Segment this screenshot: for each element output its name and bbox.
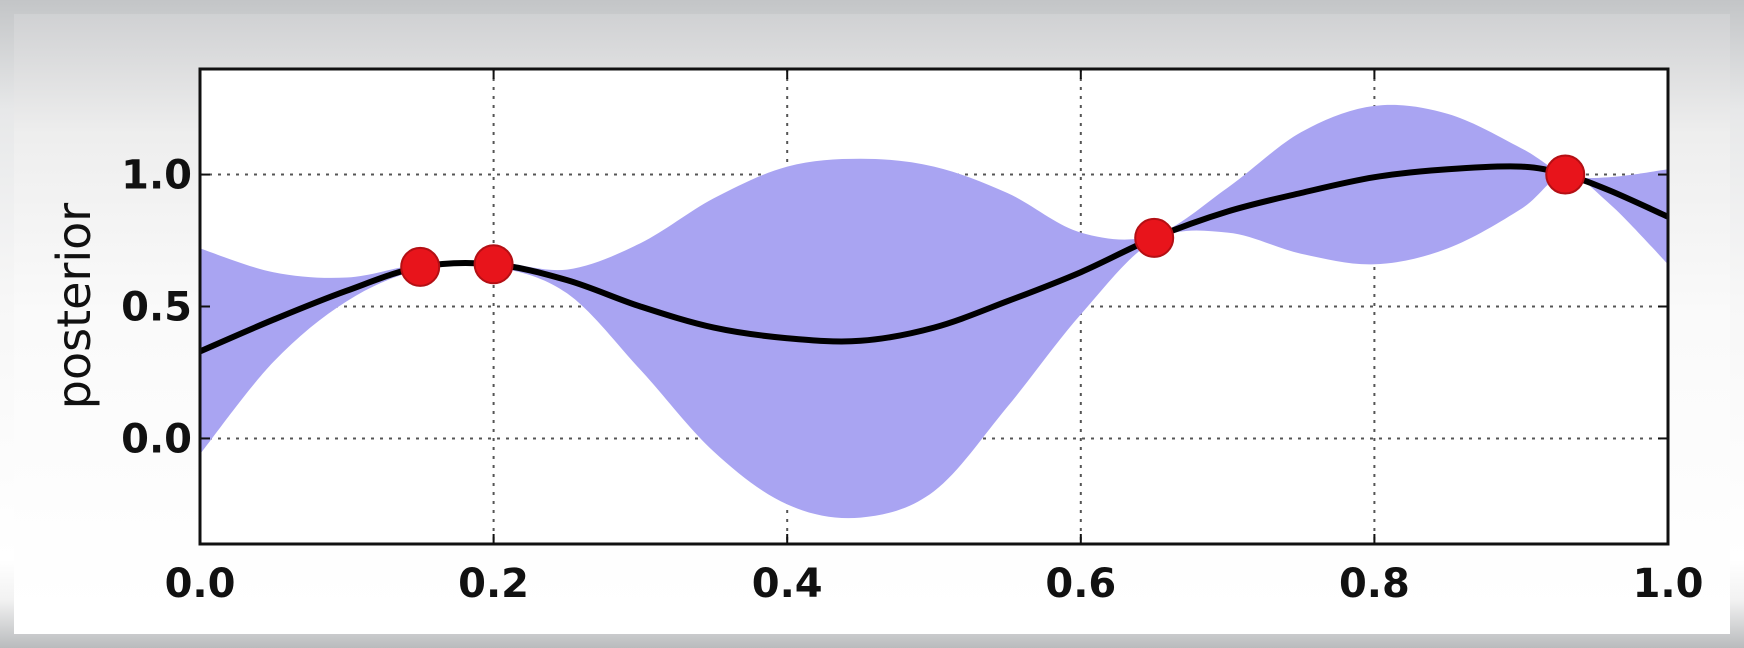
x-tick-label: 0.4	[752, 561, 823, 607]
x-tick-label: 0.6	[1045, 561, 1116, 607]
observation-point	[1134, 217, 1175, 258]
y-tick-label: 0.0	[121, 416, 192, 462]
confidence-band	[200, 104, 1668, 519]
posterior-mean-line	[200, 163, 1668, 355]
grid-lines	[200, 69, 1668, 544]
y-ticks: 0.0 0.5 1.0	[121, 153, 1668, 462]
x-tick-label: 0.2	[458, 561, 529, 607]
observations	[400, 154, 1586, 287]
x-tick-label: 0.8	[1339, 561, 1410, 607]
observation-point	[473, 244, 514, 285]
y-tick-label: 1.0	[121, 153, 192, 199]
observation-point	[1545, 154, 1586, 195]
y-tick-label: 0.5	[121, 285, 192, 331]
observation-point	[400, 246, 441, 287]
x-tick-label: 0.0	[165, 561, 236, 607]
x-tick-label: 1.0	[1633, 561, 1704, 607]
x-ticks: 0.0 0.2 0.4 0.6 0.8 1.0	[165, 69, 1704, 607]
y-axis-label: posterior	[47, 203, 101, 409]
